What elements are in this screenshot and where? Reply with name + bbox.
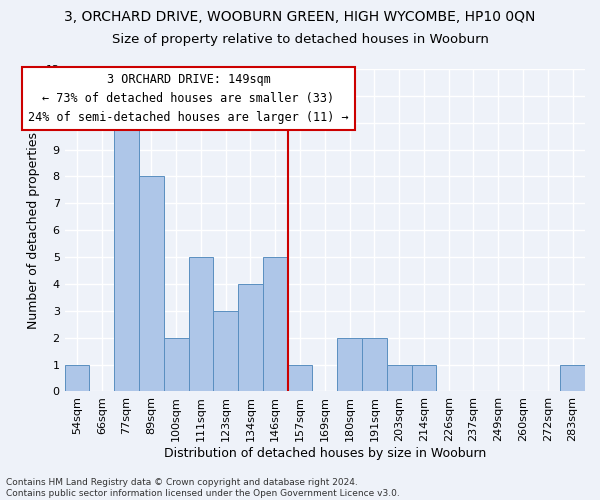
Bar: [560, 364, 585, 392]
Text: Contains HM Land Registry data © Crown copyright and database right 2024.
Contai: Contains HM Land Registry data © Crown c…: [6, 478, 400, 498]
Bar: [387, 364, 412, 392]
Text: Size of property relative to detached houses in Wooburn: Size of property relative to detached ho…: [112, 32, 488, 46]
Bar: [238, 284, 263, 392]
X-axis label: Distribution of detached houses by size in Wooburn: Distribution of detached houses by size …: [164, 447, 486, 460]
Bar: [188, 257, 213, 392]
Bar: [263, 257, 287, 392]
Bar: [337, 338, 362, 392]
Bar: [65, 364, 89, 392]
Text: 3 ORCHARD DRIVE: 149sqm
← 73% of detached houses are smaller (33)
24% of semi-de: 3 ORCHARD DRIVE: 149sqm ← 73% of detache…: [28, 73, 349, 124]
Bar: [362, 338, 387, 392]
Bar: [139, 176, 164, 392]
Text: 3, ORCHARD DRIVE, WOOBURN GREEN, HIGH WYCOMBE, HP10 0QN: 3, ORCHARD DRIVE, WOOBURN GREEN, HIGH WY…: [64, 10, 536, 24]
Bar: [114, 122, 139, 392]
Bar: [287, 364, 313, 392]
Bar: [412, 364, 436, 392]
Bar: [164, 338, 188, 392]
Y-axis label: Number of detached properties: Number of detached properties: [27, 132, 40, 328]
Bar: [213, 311, 238, 392]
